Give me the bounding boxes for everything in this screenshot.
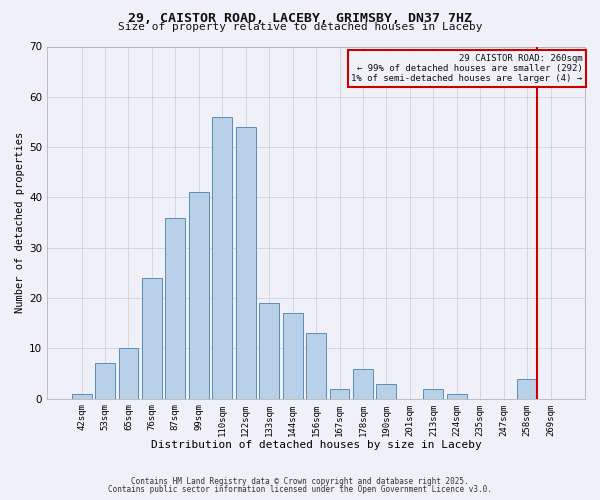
Bar	[259, 303, 279, 398]
Bar	[71, 394, 92, 398]
Y-axis label: Number of detached properties: Number of detached properties	[15, 132, 25, 313]
Bar	[166, 218, 185, 398]
Text: 29, CAISTOR ROAD, LACEBY, GRIMSBY, DN37 7HZ: 29, CAISTOR ROAD, LACEBY, GRIMSBY, DN37 …	[128, 12, 472, 26]
Bar	[119, 348, 139, 399]
Text: 29 CAISTOR ROAD: 260sqm
← 99% of detached houses are smaller (292)
1% of semi-de: 29 CAISTOR ROAD: 260sqm ← 99% of detache…	[351, 54, 583, 84]
Text: Contains HM Land Registry data © Crown copyright and database right 2025.: Contains HM Land Registry data © Crown c…	[131, 477, 469, 486]
Bar	[447, 394, 467, 398]
Bar	[142, 278, 162, 398]
Bar	[329, 388, 349, 398]
Bar	[517, 378, 537, 398]
Bar	[306, 334, 326, 398]
Bar	[353, 368, 373, 398]
Bar	[95, 364, 115, 398]
Bar	[424, 388, 443, 398]
Bar	[189, 192, 209, 398]
Text: Contains public sector information licensed under the Open Government Licence v3: Contains public sector information licen…	[108, 485, 492, 494]
Text: Size of property relative to detached houses in Laceby: Size of property relative to detached ho…	[118, 22, 482, 32]
Bar	[212, 117, 232, 398]
X-axis label: Distribution of detached houses by size in Laceby: Distribution of detached houses by size …	[151, 440, 481, 450]
Bar	[376, 384, 397, 398]
Bar	[283, 313, 302, 398]
Bar	[236, 127, 256, 398]
